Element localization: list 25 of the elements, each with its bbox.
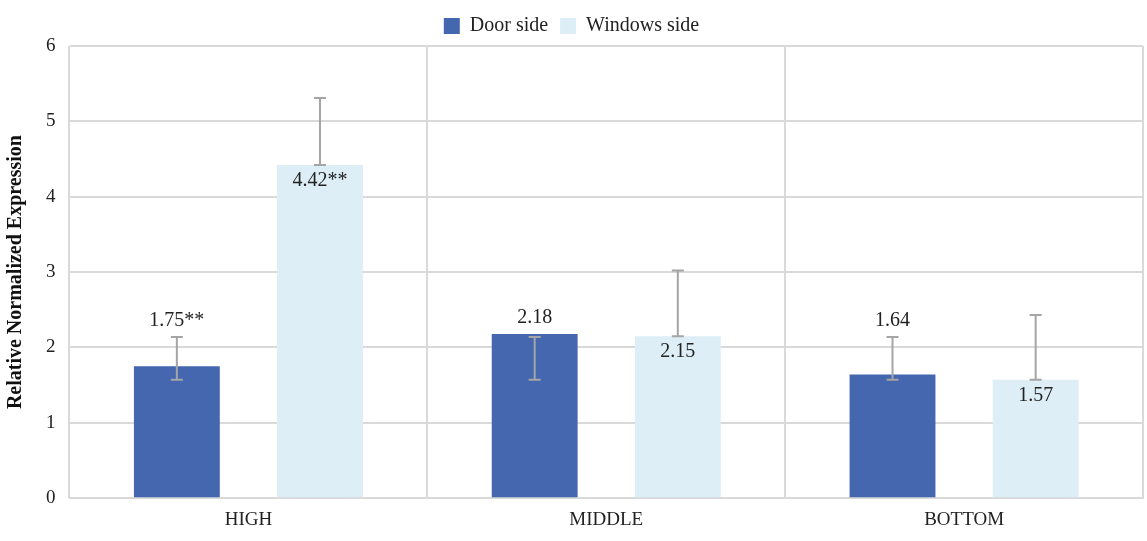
x-tick-label: BOTTOM	[924, 507, 1005, 529]
bar	[491, 333, 578, 498]
data-label: 1.75**	[149, 308, 205, 331]
y-tick-label: 5	[46, 109, 56, 131]
y-axis-title: Relative Normalized Expression	[3, 135, 27, 410]
y-tick-label: 6	[46, 33, 56, 55]
y-tick-label: 2	[46, 335, 56, 357]
legend-label: Windows side	[586, 13, 700, 36]
data-label: 2.15	[660, 339, 696, 362]
y-tick-label: 4	[46, 184, 56, 206]
y-tick-label: 3	[46, 260, 56, 282]
data-label: 1.64	[875, 308, 911, 331]
y-tick-label: 0	[46, 486, 56, 508]
bar	[634, 336, 721, 498]
data-label: 4.42**	[292, 168, 348, 191]
bar	[277, 165, 363, 498]
x-tick-label: HIGH	[224, 507, 273, 529]
bar	[849, 374, 936, 498]
data-label: 2.18	[517, 305, 553, 328]
bar	[133, 366, 220, 498]
bar	[992, 379, 1079, 498]
x-tick-label: MIDDLE	[569, 507, 644, 529]
y-tick-label: 1	[46, 410, 56, 432]
legend-label: Door side	[469, 13, 549, 36]
data-label: 1.57	[1018, 383, 1054, 406]
